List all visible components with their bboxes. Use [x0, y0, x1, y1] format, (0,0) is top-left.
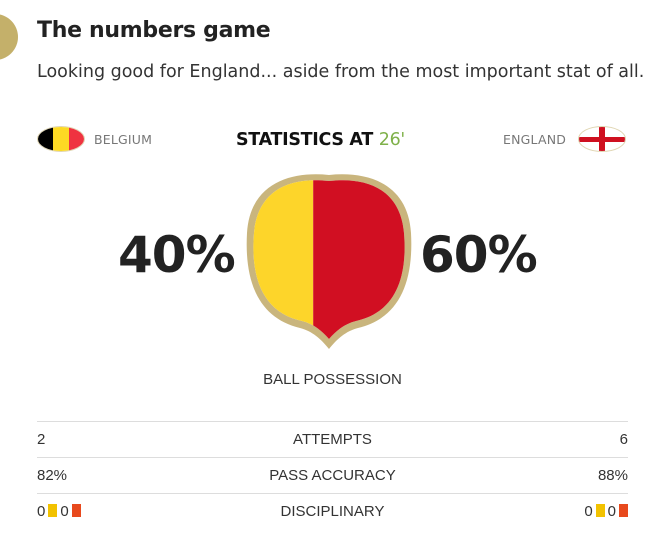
yellow-card-icon — [48, 504, 58, 517]
home-pass-accuracy: 82% — [37, 467, 68, 484]
home-possession-value: 40% — [118, 226, 236, 284]
home-yellow-count: 0 — [37, 503, 46, 520]
stat-label-disciplinary: DISCIPLINARY — [280, 503, 385, 520]
section-badge — [0, 14, 18, 60]
stat-label-attempts: ATTEMPTS — [293, 431, 372, 448]
stat-label-pass-accuracy: PASS ACCURACY — [269, 467, 396, 484]
yellow-card-icon — [595, 504, 605, 517]
red-card-icon — [71, 504, 81, 517]
possession-shape — [246, 174, 412, 349]
flag-cross-horizontal — [579, 137, 625, 142]
belgium-flag-icon — [37, 126, 85, 152]
red-card-icon — [619, 504, 628, 517]
home-team-name: BELGIUM — [94, 132, 153, 147]
stat-row-pass-accuracy: 82% PASS ACCURACY 88% — [37, 457, 628, 493]
home-attempts: 2 — [37, 431, 46, 448]
page-title: The numbers game — [37, 18, 271, 43]
stats-header: STATISTICS AT 26' — [236, 130, 405, 150]
possession-label: BALL POSSESSION — [263, 371, 402, 388]
away-team-name: ENGLAND — [503, 132, 567, 147]
england-flag-icon — [578, 126, 626, 152]
away-red-count: 0 — [607, 503, 616, 520]
home-red-count: 0 — [60, 503, 69, 520]
away-possession-value: 60% — [420, 226, 538, 284]
away-yellow-count: 0 — [584, 503, 593, 520]
page-subtitle: Looking good for England... aside from t… — [37, 62, 645, 82]
flag-stripe-yellow — [53, 127, 69, 151]
flag-stripe-black — [38, 127, 54, 151]
away-pass-accuracy: 88% — [597, 467, 628, 484]
away-attempts: 6 — [619, 431, 628, 448]
match-minute: 26' — [378, 130, 405, 150]
stat-row-attempts: 2 ATTEMPTS 6 — [37, 421, 628, 457]
stats-header-title: STATISTICS AT — [236, 130, 373, 150]
flag-stripe-red — [68, 127, 84, 151]
